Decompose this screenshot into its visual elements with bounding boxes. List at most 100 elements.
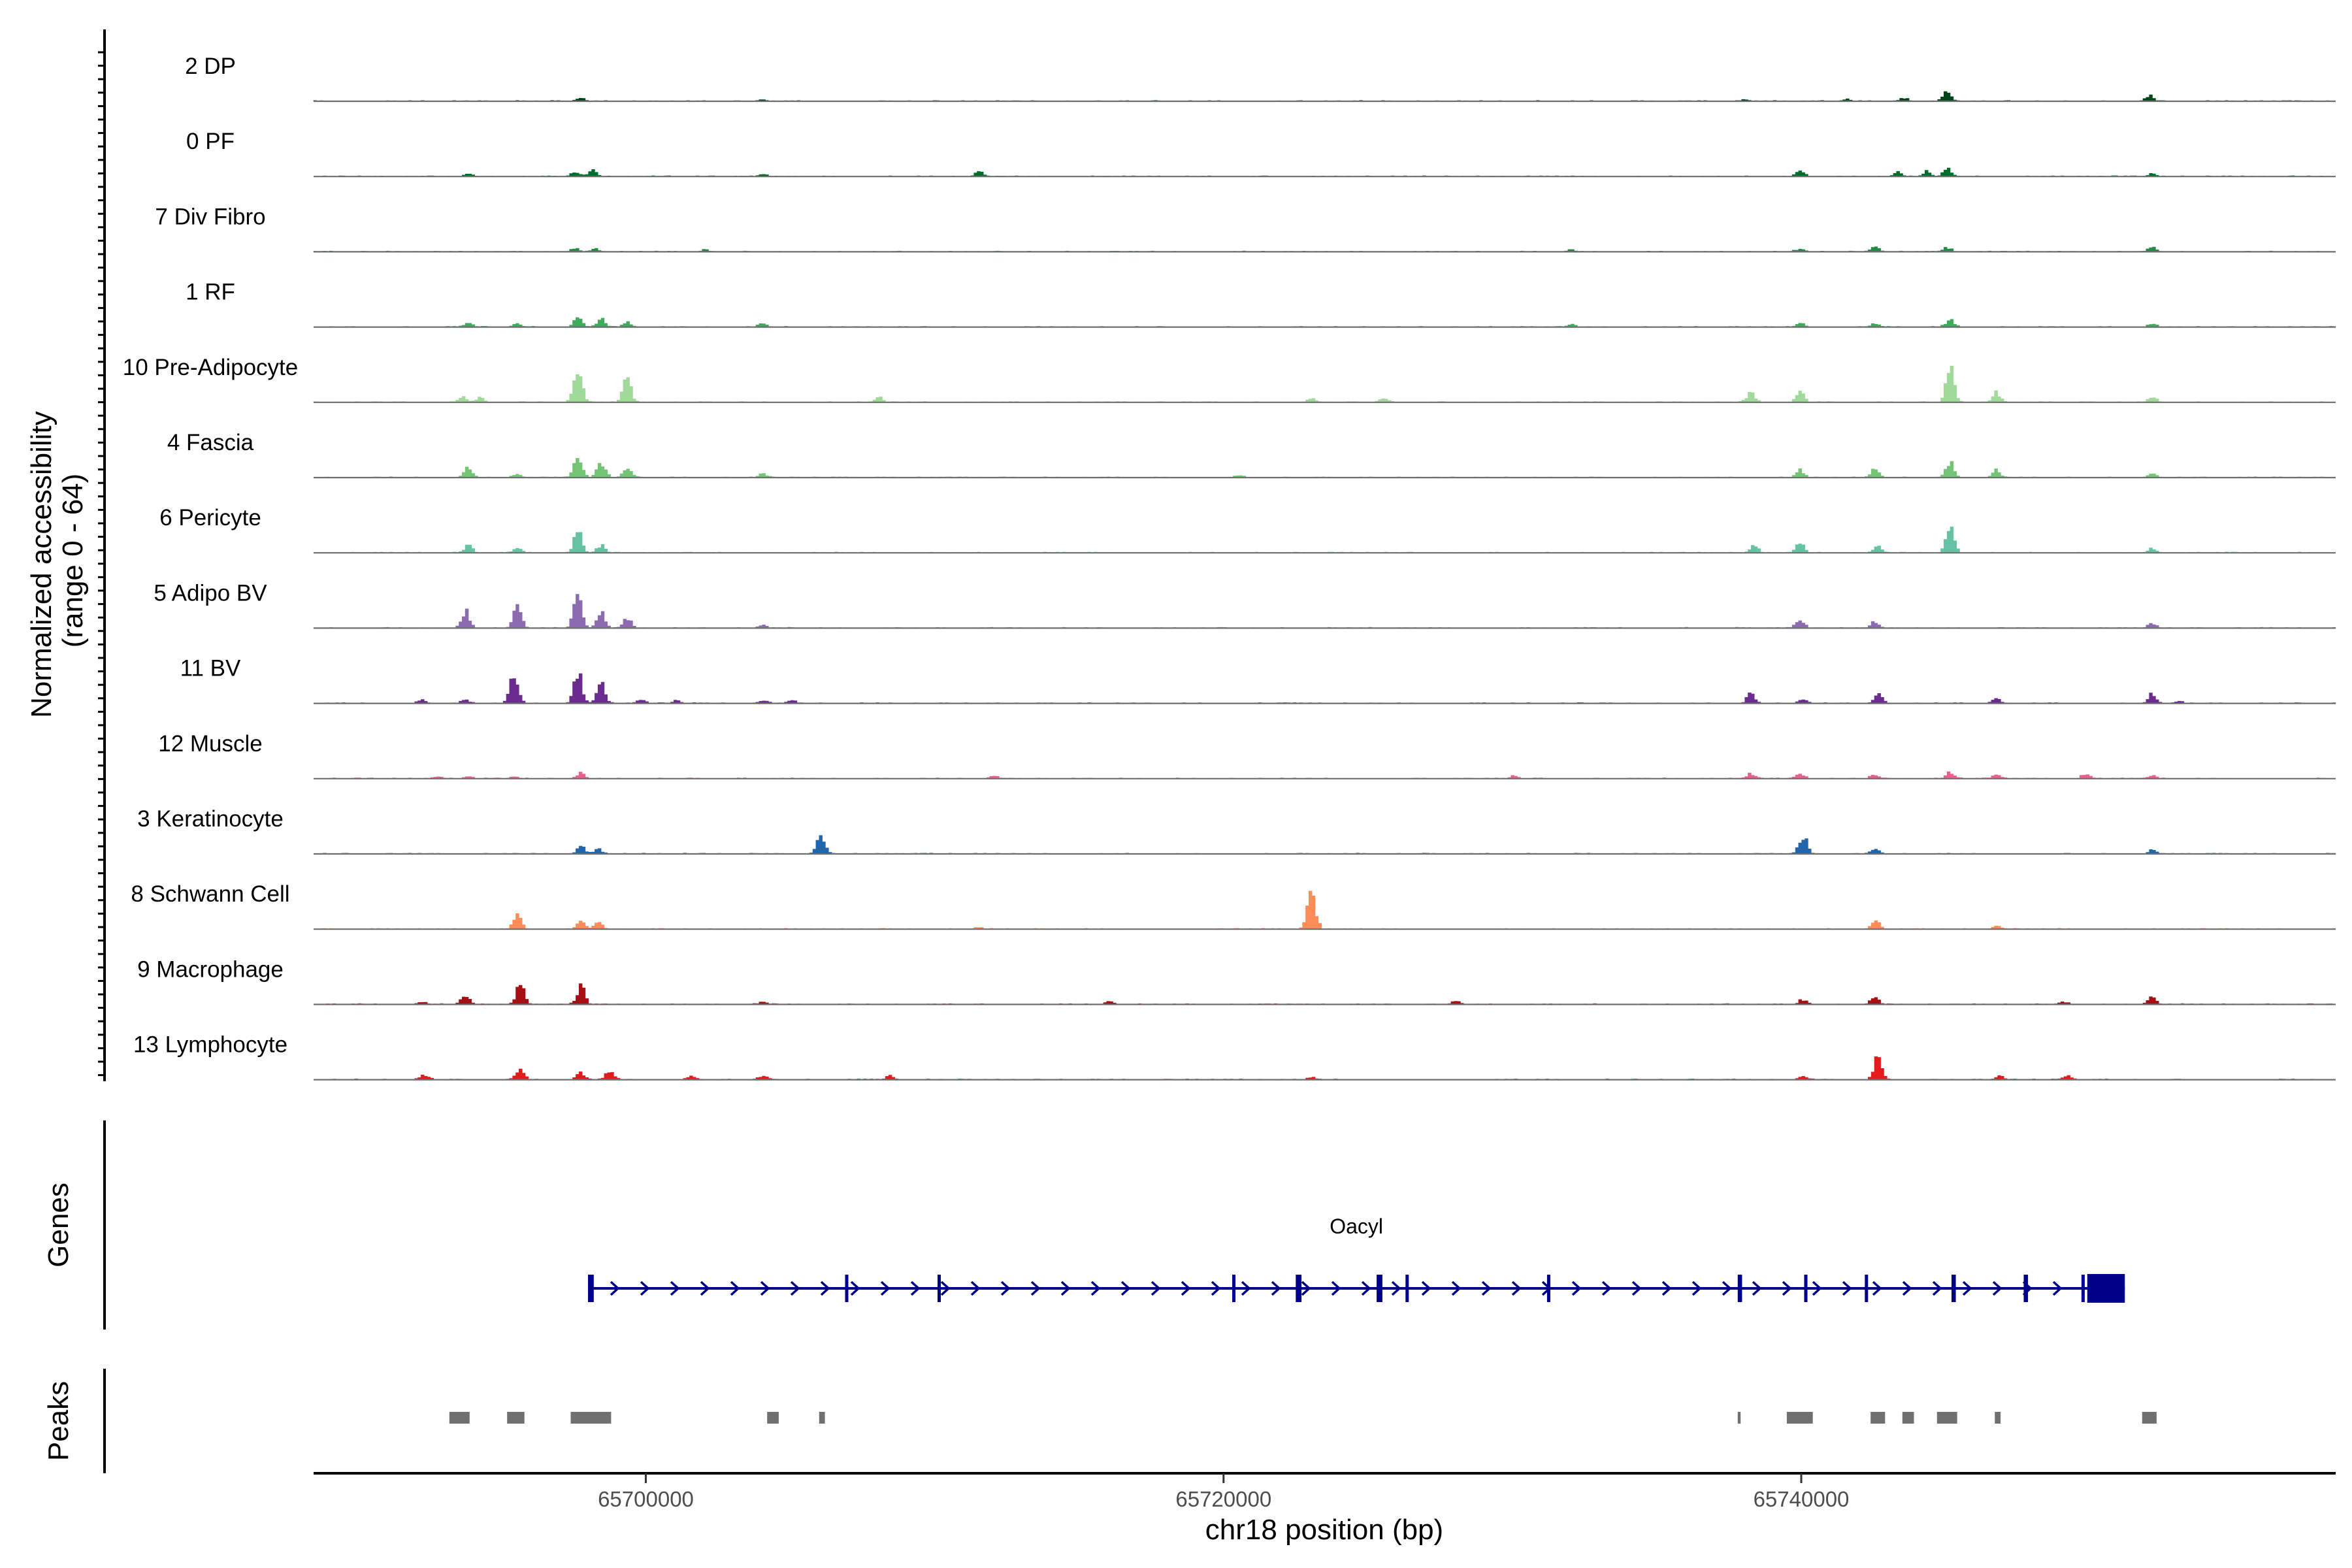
track-11-bv: 11 BV bbox=[180, 656, 2336, 704]
gene-model bbox=[588, 1274, 2125, 1303]
peak-region bbox=[2142, 1412, 2157, 1424]
strand-arrow bbox=[850, 1281, 860, 1296]
track-8-schwann-cell: 8 Schwann Cell bbox=[131, 881, 2336, 930]
strand-arrow bbox=[910, 1281, 921, 1296]
peak-region bbox=[767, 1412, 779, 1424]
y-axis: Normalized accessibility (range 0 - 64) bbox=[25, 29, 106, 1081]
strand-arrow bbox=[1000, 1281, 1011, 1296]
exon bbox=[1405, 1275, 1409, 1302]
exon bbox=[2087, 1274, 2125, 1303]
track-7-div-fibro: 7 Div Fibro bbox=[155, 204, 2336, 253]
track-label: 12 Muscle bbox=[158, 731, 263, 757]
exon bbox=[588, 1275, 594, 1302]
strand-arrow bbox=[1631, 1281, 1642, 1296]
track-label: 4 Fascia bbox=[167, 430, 254, 455]
strand-arrow bbox=[1120, 1281, 1131, 1296]
strand-arrow bbox=[1421, 1281, 1431, 1296]
peak-region bbox=[1936, 1412, 1957, 1424]
exon bbox=[1296, 1275, 1302, 1302]
track-0-pf: 0 PF bbox=[186, 129, 2336, 178]
track-label: 9 Macrophage bbox=[137, 956, 284, 982]
track-9-macrophage: 9 Macrophage bbox=[137, 956, 2336, 1005]
exon bbox=[1232, 1275, 1235, 1302]
track-3-keratinocyte: 3 Keratinocyte bbox=[137, 806, 2336, 855]
peak-region bbox=[1902, 1412, 1914, 1424]
x-axis-ticks: 65700000 65720000 65740000 bbox=[598, 1473, 1849, 1511]
strand-arrow bbox=[1782, 1281, 1792, 1296]
strand-arrow bbox=[1030, 1281, 1041, 1296]
track-1-rf: 1 RF bbox=[186, 280, 2336, 328]
track-coverage-area bbox=[313, 365, 2336, 403]
strand-arrow bbox=[880, 1281, 890, 1296]
exon bbox=[845, 1275, 849, 1302]
track-6-pericyte: 6 Pericyte bbox=[159, 505, 2336, 554]
track-coverage-area bbox=[314, 983, 2336, 1005]
track-12-muscle: 12 Muscle bbox=[158, 731, 2336, 779]
strand-arrow bbox=[1571, 1281, 1582, 1296]
track-coverage-area bbox=[313, 91, 2336, 102]
strand-arrow bbox=[1151, 1281, 1161, 1296]
strand-arrow bbox=[1511, 1281, 1522, 1296]
peaks-panel: Peaks bbox=[42, 1369, 2157, 1473]
strand-arrow bbox=[1661, 1281, 1672, 1296]
track-label: 1 RF bbox=[186, 280, 235, 305]
track-2-dp: 2 DP bbox=[185, 54, 2336, 103]
peak-region bbox=[1995, 1412, 2001, 1424]
track-coverage-area bbox=[313, 527, 2336, 553]
track-label: 6 Pericyte bbox=[159, 505, 261, 531]
exon bbox=[1804, 1275, 1808, 1302]
strand-arrow bbox=[820, 1281, 830, 1296]
exon bbox=[1952, 1275, 1956, 1302]
strand-arrow bbox=[670, 1281, 680, 1296]
strand-arrow bbox=[1241, 1281, 1251, 1296]
track-label: 5 Adipo BV bbox=[154, 580, 267, 606]
track-coverage-area bbox=[314, 167, 2336, 177]
genes-panel: Genes Oacyl bbox=[42, 1120, 2125, 1330]
strand-arrow bbox=[2052, 1281, 2063, 1296]
strand-arrow bbox=[1481, 1281, 1492, 1296]
coverage-tracks: 2 DP 0 PF 7 Div Fibro 1 RF 10 Pre-Adipocyte 4… bbox=[123, 54, 2336, 1081]
exon bbox=[1377, 1275, 1382, 1302]
strand-arrow bbox=[1361, 1281, 1371, 1296]
strand-arrow bbox=[760, 1281, 770, 1296]
strand-arrow bbox=[1962, 1281, 1972, 1296]
strand-arrow bbox=[1872, 1281, 1882, 1296]
exon bbox=[2023, 1275, 2029, 1302]
strand-arrow bbox=[610, 1281, 620, 1296]
peak-region bbox=[507, 1412, 525, 1424]
gene-name-label: Oacyl bbox=[1330, 1215, 1383, 1238]
track-coverage-area bbox=[314, 1056, 2336, 1080]
track-label: 2 DP bbox=[185, 54, 236, 79]
strand-arrow bbox=[1992, 1281, 2002, 1296]
track-coverage-area bbox=[314, 771, 2336, 779]
strand-arrow bbox=[1691, 1281, 1702, 1296]
peak-region bbox=[1870, 1412, 1886, 1424]
strand-arrow bbox=[1301, 1281, 1311, 1296]
strand-arrow bbox=[1451, 1281, 1462, 1296]
track-label: 0 PF bbox=[186, 129, 235, 154]
y-axis-title-line-1: Normalized accessibility bbox=[25, 411, 57, 717]
peaks-title: Peaks bbox=[42, 1381, 74, 1461]
peak-region bbox=[1737, 1412, 1741, 1424]
track-label: 11 BV bbox=[180, 656, 241, 681]
track-coverage-area bbox=[313, 594, 2336, 629]
track-label: 13 Lymphocyte bbox=[133, 1032, 287, 1058]
strand-arrow bbox=[1090, 1281, 1101, 1296]
exon bbox=[1865, 1275, 1869, 1302]
x-axis-tick-label: 65700000 bbox=[598, 1487, 694, 1511]
strand-arrow bbox=[1932, 1281, 1942, 1296]
strand-arrow bbox=[1331, 1281, 1341, 1296]
y-axis-title: Normalized accessibility (range 0 - 64) bbox=[25, 403, 89, 718]
x-axis: 65700000 65720000 65740000 chr18 position … bbox=[314, 1472, 2336, 1546]
track-coverage-area bbox=[313, 458, 2336, 478]
strand-arrow bbox=[1812, 1281, 1822, 1296]
strand-arrow bbox=[940, 1281, 951, 1296]
strand-arrow bbox=[730, 1281, 740, 1296]
peak-region bbox=[819, 1412, 825, 1424]
track-5-adipo-bv: 5 Adipo BV bbox=[154, 580, 2336, 629]
peak-region bbox=[570, 1412, 612, 1424]
track-coverage-area bbox=[314, 673, 2336, 704]
strand-arrow bbox=[1752, 1281, 1762, 1296]
peak-regions bbox=[449, 1412, 2157, 1424]
